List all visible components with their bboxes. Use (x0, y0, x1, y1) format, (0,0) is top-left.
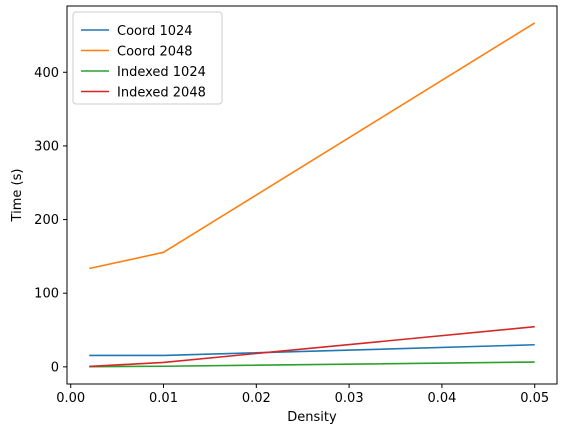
legend-label: Indexed 2048 (117, 86, 206, 101)
x-tick-label: 0.00 (56, 391, 85, 406)
axes-layer (66, 5, 558, 385)
series-line-coord-1024 (89, 343, 535, 357)
series-line-indexed-1024 (89, 361, 535, 368)
x-tick-label: 0.05 (520, 391, 549, 406)
legend-box (72, 11, 223, 105)
x-tick-label: 0.02 (242, 391, 271, 406)
series-layer (89, 22, 536, 368)
series-line-indexed-2048 (89, 325, 535, 368)
x-tick-label: 0.01 (149, 391, 178, 406)
x-tick-label: 0.03 (335, 391, 364, 406)
y-tick-label: 400 (34, 66, 59, 81)
y-tick-label: 100 (34, 287, 59, 302)
ticks-layer: 0.00 0.01 0.02 0.03 0.04 0.05 0 100 200 300 400 (34, 66, 549, 406)
y-tick-label: 300 (34, 139, 59, 154)
legend-label: Coord 1024 (117, 24, 193, 39)
y-axis-label: Time (s) (10, 169, 25, 223)
plot-frame (66, 5, 558, 385)
legend-label: Coord 2048 (117, 45, 193, 60)
x-axis-label: Density (287, 410, 337, 425)
series-line-coord-2048 (89, 22, 536, 270)
legend-label: Indexed 1024 (117, 65, 206, 80)
legend: Coord 1024 Coord 2048 Indexed 1024 Indexed … (72, 11, 223, 105)
y-tick-label: 0 (51, 360, 59, 375)
x-tick-label: 0.04 (427, 391, 456, 406)
y-tick-label: 200 (34, 213, 59, 228)
